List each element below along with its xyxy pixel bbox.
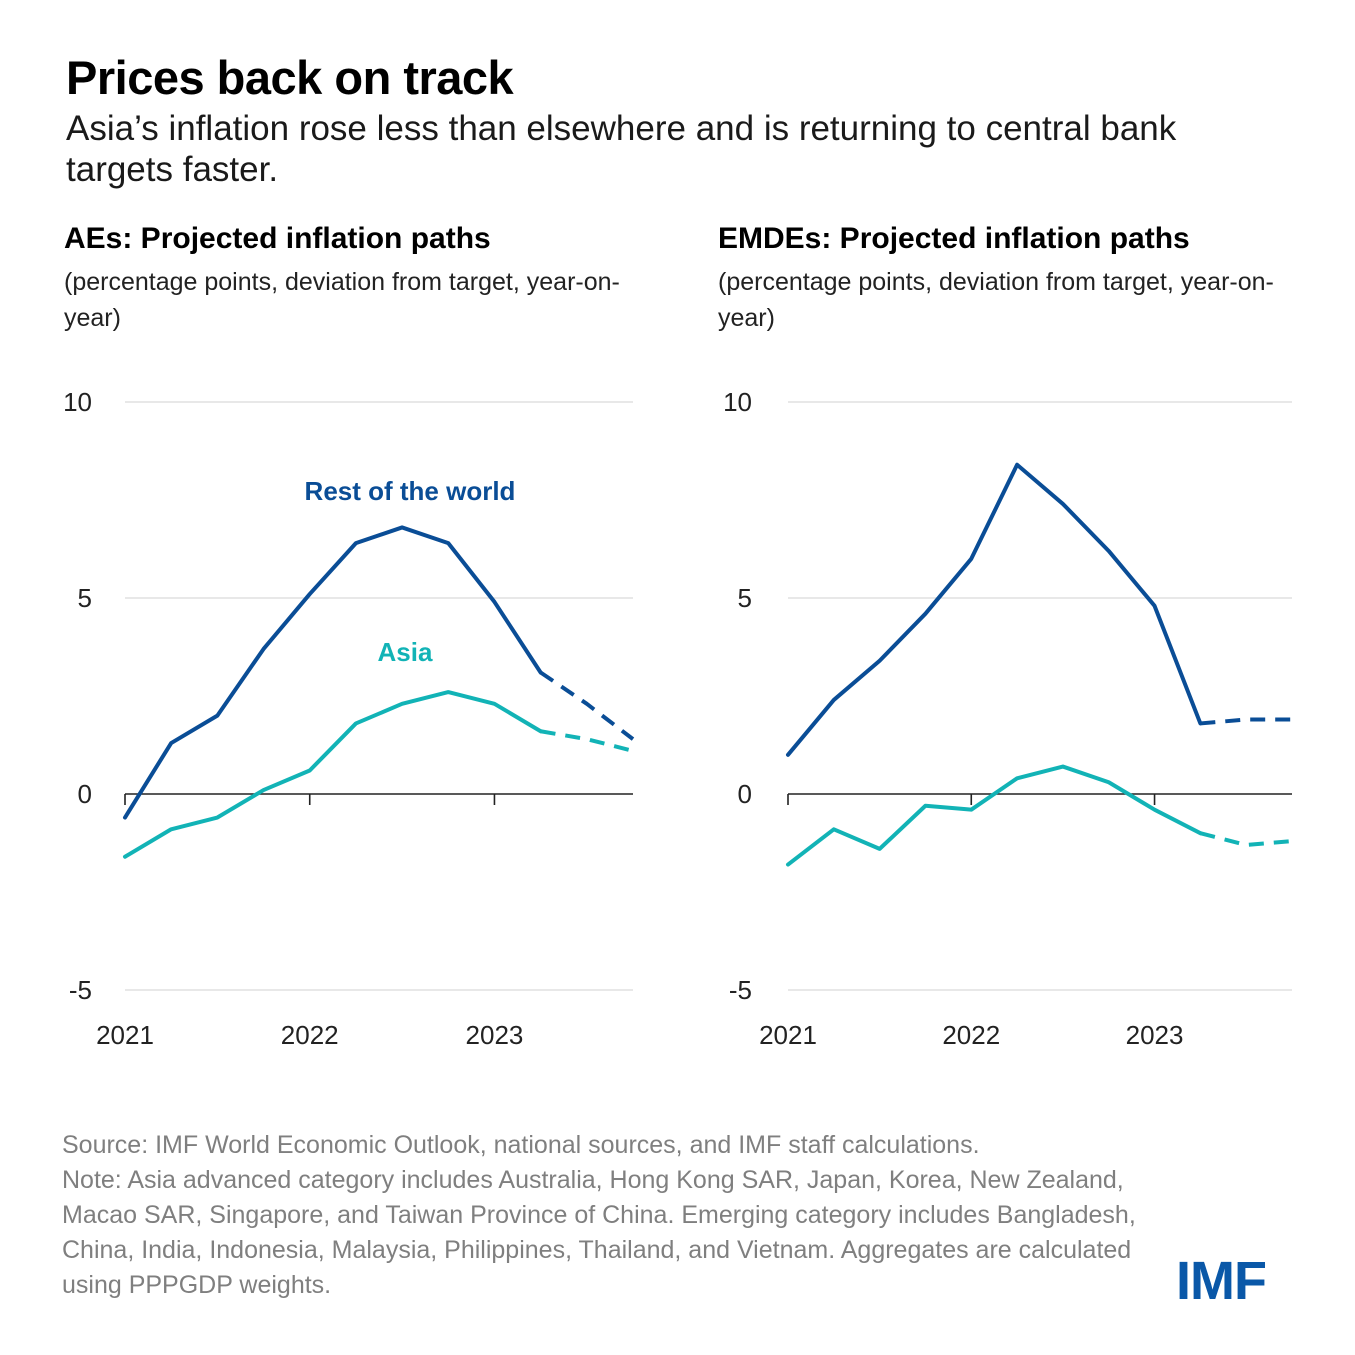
right-y-tick-label: -5: [729, 975, 752, 1005]
note-text: Note: Asia advanced category includes Au…: [62, 1166, 1136, 1299]
right-y-tick-label: 10: [723, 387, 752, 417]
left-y-tick-label: 0: [78, 779, 92, 809]
source-note: Source: IMF World Economic Outlook, nati…: [62, 1131, 980, 1159]
left-rest-of-world-line: [123, 525, 543, 820]
imf-logo: IMF: [1176, 1251, 1267, 1311]
right-x-tick-label: 2022: [942, 1020, 1000, 1050]
right-asia-line: [786, 764, 1203, 867]
right-y-tick-label: 0: [738, 779, 752, 809]
left-asia-projection-line: [540, 729, 634, 753]
left-y-tick-label: -5: [69, 975, 92, 1005]
right-y-tick-label: 5: [738, 583, 752, 613]
asia-label: Asia: [378, 637, 433, 667]
left-x-tick-label: 2021: [96, 1020, 154, 1050]
left-x-tick-label: 2022: [281, 1020, 339, 1050]
right-asia-projection-line: [1199, 831, 1293, 847]
left-panel-subtitle: (percentage points, deviation from targe…: [64, 268, 620, 332]
left-y-tick-label: 10: [63, 387, 92, 417]
left-panel-title: AEs: Projected inflation paths: [64, 222, 491, 255]
left-x-tick-label: 2023: [466, 1020, 524, 1050]
footer-notes: Source: IMF World Economic Outlook, nati…: [62, 1128, 1162, 1303]
left-y-tick-label: 5: [78, 583, 92, 613]
right-rest-of-world-projection-line: [1200, 717, 1292, 726]
left-rest-of-world-projection-line: [539, 670, 635, 741]
right-rest-of-world-line: [786, 462, 1203, 757]
right-panel-title: EMDEs: Projected inflation paths: [718, 222, 1190, 255]
right-x-tick-label: 2023: [1126, 1020, 1184, 1050]
right-x-tick-label: 2021: [759, 1020, 817, 1050]
chart-subtitle: Asia’s inflation rose less than elsewher…: [66, 109, 1177, 189]
right-panel-subtitle: (percentage points, deviation from targe…: [718, 268, 1274, 332]
chart-title: Prices back on track: [66, 51, 514, 104]
rest-of-world-label: Rest of the world: [305, 476, 516, 506]
left-asia-line: [123, 690, 543, 859]
